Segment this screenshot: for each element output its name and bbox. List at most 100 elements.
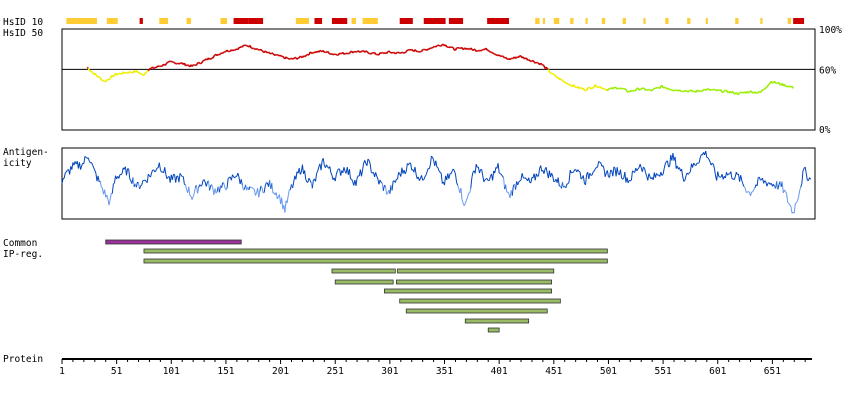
antigenicity-trace-seg bbox=[132, 177, 135, 187]
hsid50-trace-seg bbox=[411, 48, 414, 52]
hsid50-trace-seg bbox=[446, 45, 449, 48]
antigenicity-trace-seg bbox=[436, 166, 439, 169]
antigenicity-trace-seg bbox=[535, 173, 538, 177]
hsid50-trace-seg bbox=[330, 52, 333, 55]
hsid50-trace-seg bbox=[475, 50, 478, 53]
antigenicity-trace-seg bbox=[129, 178, 132, 182]
antigenicity-trace-seg bbox=[386, 192, 389, 195]
hsid50-trace-seg bbox=[144, 71, 147, 75]
hsid50-trace-seg bbox=[352, 51, 355, 54]
hsid50-trace-seg bbox=[116, 73, 119, 76]
antigenicity-trace-seg bbox=[705, 150, 708, 158]
antigenicity-trace-seg bbox=[164, 167, 167, 175]
antigenicity-trace-seg bbox=[109, 193, 112, 201]
antigenicity-trace-seg bbox=[577, 169, 580, 172]
antigenicity-trace-seg bbox=[234, 176, 237, 179]
antigenicity-trace-seg bbox=[287, 189, 290, 196]
protein-tick-label-351: 351 bbox=[436, 366, 453, 377]
hsid50-trace-seg bbox=[278, 54, 282, 57]
hsid50-trace-seg bbox=[119, 72, 122, 75]
antigenicity-trace-seg bbox=[275, 192, 278, 200]
hsid50-trace-seg bbox=[233, 49, 236, 52]
antigenicity-trace-seg bbox=[226, 178, 229, 189]
antigenicity-trace-seg bbox=[588, 172, 591, 180]
hsid50-trace-seg bbox=[279, 54, 283, 58]
antigenicity-trace-seg bbox=[264, 182, 267, 186]
hsid50-trace-seg bbox=[569, 83, 572, 87]
antigenicity-trace-seg bbox=[463, 203, 466, 206]
antigenicity-trace-seg bbox=[483, 179, 486, 183]
antigenicity-trace-seg bbox=[223, 183, 226, 188]
hsid50-trace-seg bbox=[504, 56, 507, 59]
antigenicity-trace-seg bbox=[662, 168, 665, 175]
hsid50-trace-seg bbox=[709, 89, 712, 92]
antigenicity-trace-seg bbox=[305, 178, 308, 183]
antigenicity-trace-seg bbox=[382, 185, 385, 191]
antigenicity-trace-seg bbox=[221, 182, 224, 188]
hsid50-trace-seg bbox=[245, 44, 248, 47]
hsid50-trace-seg bbox=[757, 90, 760, 94]
protein-tick-label-1: 1 bbox=[59, 366, 65, 377]
ip-region-bar-3 bbox=[331, 268, 396, 274]
hsid50-trace-seg bbox=[676, 89, 679, 92]
antigenicity-trace-seg bbox=[802, 168, 805, 171]
hsid50-trace-seg bbox=[587, 86, 590, 89]
hsid50-trace-seg bbox=[304, 55, 307, 58]
antigenicity-trace-seg bbox=[522, 177, 525, 179]
antigenicity-trace-seg bbox=[624, 172, 627, 183]
antigenicity-trace-seg bbox=[663, 163, 666, 169]
antigenicity-trace-seg bbox=[630, 179, 632, 182]
hsid50-trace-seg bbox=[615, 86, 618, 90]
antigenicity-trace-seg bbox=[360, 169, 364, 177]
antigenicity-trace-seg bbox=[647, 173, 650, 181]
hsid50-trace-seg bbox=[231, 49, 235, 52]
antigenicity-trace-seg bbox=[375, 172, 378, 177]
hsid10-segment-9 bbox=[314, 18, 323, 24]
hsid50-trace-seg bbox=[167, 60, 170, 63]
antigenicity-trace-seg bbox=[616, 167, 619, 174]
hsid50-trace-seg bbox=[552, 72, 555, 76]
antigenicity-trace-seg bbox=[672, 152, 675, 161]
antigenicity-trace-seg bbox=[276, 196, 279, 200]
hsid50-trace-seg bbox=[540, 62, 543, 66]
antigenicity-trace-seg bbox=[322, 158, 325, 166]
hsid50-trace-seg bbox=[754, 91, 757, 94]
antigenicity-trace-seg bbox=[203, 179, 206, 183]
antigenicity-trace-seg bbox=[756, 177, 759, 186]
hsid50-trace-seg bbox=[477, 49, 480, 52]
antigenicity-trace-seg bbox=[804, 166, 807, 174]
hsid10-segment-6 bbox=[233, 18, 249, 24]
hsid50-trace-seg bbox=[748, 90, 752, 94]
hsid50-trace-seg bbox=[166, 61, 169, 64]
antigenicity-trace-seg bbox=[602, 165, 605, 169]
hsid50-trace-seg bbox=[763, 88, 766, 91]
antigenicity-trace-seg bbox=[668, 165, 670, 168]
antigenicity-trace-seg bbox=[578, 170, 581, 173]
antigenicity-trace-seg bbox=[144, 179, 147, 182]
hsid50-trace-seg bbox=[635, 87, 638, 91]
antigenicity-trace-seg bbox=[80, 165, 83, 170]
hsid50-trace-seg bbox=[326, 50, 330, 54]
hsid50-trace-seg bbox=[720, 89, 723, 93]
antigenicity-label-2: icity bbox=[3, 158, 32, 169]
hsid50-trace-seg bbox=[218, 53, 222, 56]
hsid50-trace-seg bbox=[195, 62, 199, 66]
antigenicity-trace-seg bbox=[191, 196, 194, 200]
antigenicity-trace-seg bbox=[741, 180, 744, 184]
hsid50-trace-seg bbox=[271, 52, 274, 55]
hsid50-trace-seg bbox=[96, 75, 99, 78]
hsid50-trace-seg bbox=[498, 54, 501, 57]
hsid50-trace-seg bbox=[434, 45, 437, 48]
antigenicity-trace-seg bbox=[113, 182, 115, 185]
hsid50-trace-seg bbox=[104, 80, 107, 83]
hsid50-trace-seg bbox=[124, 71, 128, 74]
hsid10-segment-3 bbox=[159, 18, 169, 24]
hsid50-frame bbox=[61, 28, 816, 131]
antigenicity-trace-seg bbox=[656, 173, 659, 176]
antigenicity-trace-seg bbox=[335, 170, 338, 175]
hsid50-trace-seg bbox=[480, 49, 483, 52]
antigenicity-trace-seg bbox=[384, 184, 386, 187]
antigenicity-trace-seg bbox=[348, 169, 352, 180]
antigenicity-trace-seg bbox=[211, 184, 214, 189]
antigenicity-trace-seg bbox=[263, 185, 266, 193]
